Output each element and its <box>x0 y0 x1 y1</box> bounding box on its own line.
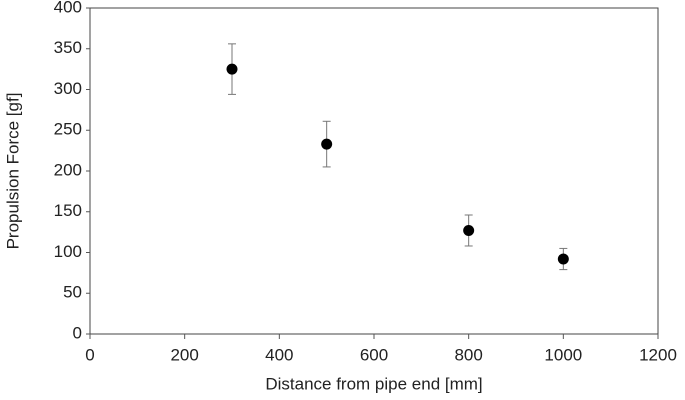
y-tick-label: 350 <box>54 38 82 57</box>
y-tick-label: 200 <box>54 160 82 179</box>
x-tick-label: 800 <box>454 345 482 364</box>
y-tick-label: 300 <box>54 79 82 98</box>
data-point <box>463 224 475 236</box>
y-tick-label: 100 <box>54 242 82 261</box>
plot-frame <box>89 7 659 335</box>
data-point <box>321 138 333 150</box>
x-tick-label: 200 <box>170 345 198 364</box>
y-tick-label: 400 <box>54 0 82 16</box>
x-axis-title: Distance from pipe end [mm] <box>265 374 482 393</box>
y-tick-label: 150 <box>54 201 82 220</box>
x-tick-label: 0 <box>85 345 94 364</box>
data-point <box>226 63 238 75</box>
x-tick-label: 1200 <box>639 345 677 364</box>
data-point <box>557 253 569 265</box>
y-tick-label: 250 <box>54 120 82 139</box>
x-tick-label: 1000 <box>544 345 582 364</box>
y-axis-title: Propulsion Force [gf] <box>3 93 22 250</box>
x-tick-label: 400 <box>265 345 293 364</box>
x-tick-label: 600 <box>360 345 388 364</box>
y-tick-label: 0 <box>73 323 82 342</box>
y-tick-label: 50 <box>63 283 82 302</box>
